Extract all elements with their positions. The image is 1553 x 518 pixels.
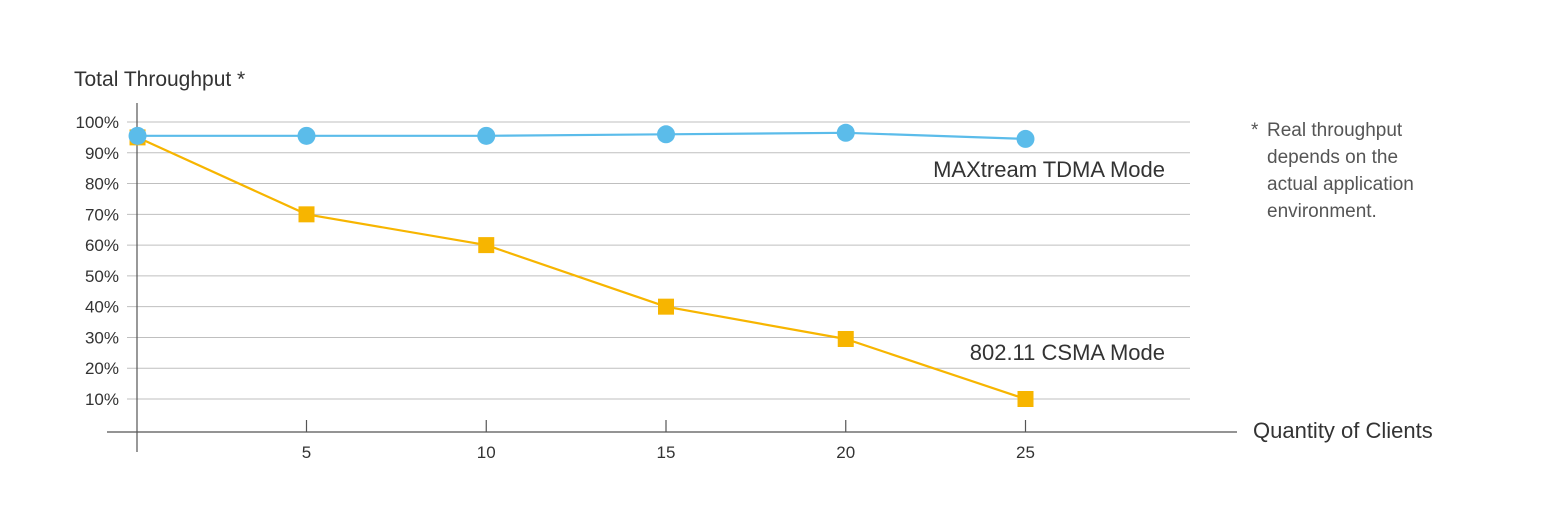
data-point-csma (478, 237, 495, 254)
series-label-tdma: MAXtream TDMA Mode (933, 157, 1165, 182)
series-group (128, 123, 1035, 407)
x-tick-label: 25 (1016, 443, 1035, 462)
data-point-tdma (297, 126, 316, 145)
x-ticks: 5 10 15 20 25 (302, 420, 1035, 462)
footnote-line: depends on the (1267, 147, 1399, 168)
y-tick-label: 30% (85, 328, 119, 347)
y-axis-title: Total Throughput * (74, 68, 245, 91)
x-tick-label: 20 (836, 443, 855, 462)
data-point-tdma (1016, 129, 1035, 148)
data-point-csma (658, 298, 674, 315)
y-tick-label: 90% (85, 144, 119, 163)
data-point-csma (837, 330, 854, 347)
data-point-tdma (477, 126, 496, 145)
y-tick-label: 40% (85, 298, 119, 317)
y-tick-labels: 10% 20% 30% 40% 50% 60% 70% 80% 90% 100% (76, 113, 119, 409)
footnote: * Real throughput depends on the actual … (1251, 117, 1471, 225)
data-point-csma (1017, 391, 1034, 407)
data-point-tdma (657, 125, 675, 144)
series-line-tdma (137, 131, 1026, 140)
footnote-asterisk: * (1251, 120, 1259, 141)
footnote-line: Real throughput (1267, 120, 1403, 141)
data-point-tdma (128, 126, 147, 145)
y-tick-label: 80% (85, 175, 119, 194)
footnote-line: environment. (1267, 201, 1377, 222)
series-label-csma: 802.11 CSMA Mode (970, 340, 1165, 365)
x-tick-label: 10 (477, 443, 496, 462)
y-tick-label: 100% (76, 113, 119, 132)
x-tick-label: 5 (302, 443, 311, 462)
series-line-csma (137, 136, 1026, 401)
data-point-csma (298, 206, 315, 223)
x-axis-title: Quantity of Clients (1253, 418, 1433, 443)
y-tick-label: 10% (85, 390, 119, 409)
y-tick-label: 20% (85, 359, 119, 378)
data-point-tdma (836, 123, 855, 142)
x-tick-label: 15 (657, 443, 676, 462)
y-tick-label: 60% (85, 236, 119, 255)
axes (107, 103, 1237, 452)
y-tick-label: 70% (85, 205, 119, 224)
footnote-line: actual application (1267, 174, 1414, 195)
y-tick-label: 50% (85, 267, 119, 286)
